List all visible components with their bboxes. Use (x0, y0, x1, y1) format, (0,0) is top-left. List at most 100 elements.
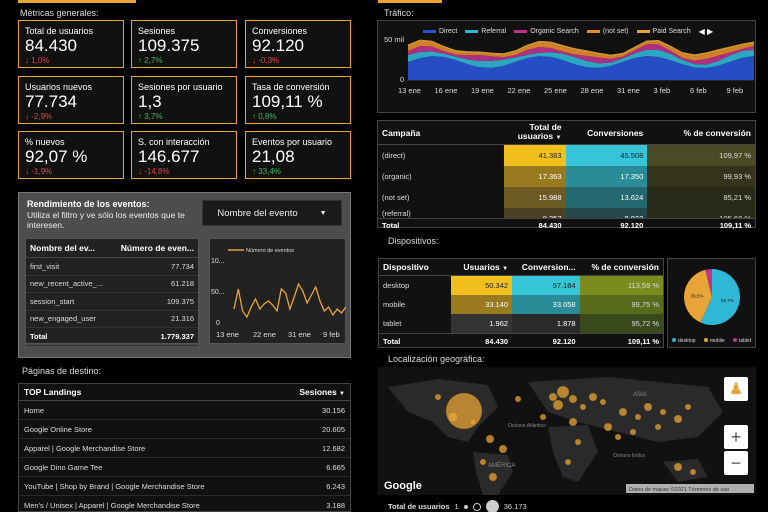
map-bubble[interactable] (684, 403, 692, 411)
campaign-users: 17.363 (503, 166, 566, 187)
col-users[interactable]: Usuarios ▼ (463, 262, 509, 272)
col-conversions[interactable]: Conversion... (521, 262, 576, 272)
table-row[interactable]: session_start 109.375 (26, 293, 198, 311)
table-row[interactable]: (referral) 8.357 8.832 105,68 % (378, 208, 755, 218)
table-row[interactable]: new_recent_active_... 61.218 (26, 276, 198, 293)
zoom-in-button[interactable]: + (724, 425, 748, 449)
traffic-title: Tráfico: (384, 8, 414, 18)
map-bubble[interactable] (469, 418, 477, 426)
table-row[interactable]: Google Online Store 20.605 (19, 420, 350, 439)
pegman-icon[interactable]: ♟ (724, 377, 748, 401)
geo-map[interactable]: ASIA AMÉRICA Océano Atlántico Océano Índ… (378, 367, 756, 495)
map-bubble[interactable] (574, 438, 582, 446)
total-label: Total (30, 331, 48, 341)
pie-slice-tablet[interactable] (705, 269, 712, 297)
metric-value: 92.120 (252, 36, 304, 55)
map-bubble[interactable] (445, 392, 483, 430)
map-bubble[interactable] (643, 402, 653, 412)
metric-label: Tasa de conversión (252, 82, 330, 92)
events-chart-legend: Número de eventos (246, 248, 294, 254)
col-conversion-rate[interactable]: % de conversión (591, 262, 660, 272)
table-row[interactable]: (not set) 15.988 13.624 85,21 % (378, 187, 755, 208)
map-bubble[interactable] (614, 433, 622, 441)
accent-bar (378, 0, 442, 3)
map-bubble[interactable] (588, 392, 598, 402)
map-bubble[interactable] (659, 408, 667, 416)
arrow-down-icon: ↓ (138, 167, 142, 176)
map-attribution[interactable]: Datos de mapas ©2021 Términos de uso (629, 486, 729, 493)
map-bubble[interactable] (556, 385, 570, 399)
x-tick: 22 ene (508, 86, 531, 95)
pie-legend-desktop: desktop (678, 338, 696, 344)
legend-organic[interactable]: Organic Search (514, 28, 579, 35)
accent-bar (18, 0, 136, 3)
map-bubble[interactable] (434, 393, 442, 401)
map-bubble[interactable] (599, 398, 607, 406)
sort-desc-icon: ▼ (339, 391, 345, 397)
map-bubble[interactable] (447, 411, 459, 423)
map-bubble[interactable] (552, 399, 564, 411)
map-bubble[interactable] (673, 414, 683, 424)
table-row[interactable]: YouTube | Shop by Brand | Google Merchan… (19, 477, 350, 496)
campaign-total-row: Total 84.430 92.120 109,11 % (378, 218, 755, 231)
col-total-users[interactable]: Total de usuarios ▼ (517, 122, 562, 141)
campaign-table: Campaña Total de usuarios ▼ Conversiones… (377, 120, 756, 231)
map-bubble[interactable] (568, 417, 578, 427)
legend-prev-next-icon[interactable]: ◀ ▶ (698, 27, 714, 36)
map-bubble[interactable] (579, 403, 587, 411)
zoom-out-button[interactable]: − (724, 451, 748, 475)
col-sessions[interactable]: Sesiones ▼ (299, 387, 345, 397)
col-device[interactable]: Dispositivo (383, 262, 429, 272)
map-bubble[interactable] (514, 395, 522, 403)
col-conversion-rate[interactable]: % de conversión (683, 127, 751, 138)
map-bubble[interactable] (485, 434, 495, 444)
campaign-header: Campaña Total de usuarios ▼ Conversiones… (378, 121, 755, 145)
metric-card: Total de usuarios 84.430 ↓ 1,0% (18, 20, 124, 68)
table-row[interactable]: (organic) 17.363 17.350 99,93 % (378, 166, 755, 187)
table-row[interactable]: desktop 50.342 57.184 113,59 % (379, 276, 664, 295)
pie-slice-mobile[interactable] (684, 269, 712, 323)
metric-label: % nuevos (25, 137, 65, 147)
table-row[interactable]: tablet 1.962 1.878 95,72 % (379, 314, 664, 333)
map-bubble[interactable] (539, 413, 547, 421)
map-bubble[interactable] (488, 472, 498, 482)
map-bubble[interactable] (629, 428, 637, 436)
col-campaign[interactable]: Campaña (382, 127, 421, 138)
col-event-name[interactable]: Nombre del ev... (30, 243, 96, 253)
metric-label: S. con interacción (138, 137, 210, 147)
map-bubble[interactable] (548, 392, 558, 402)
table-row[interactable]: (direct) 41.383 45.508 109,97 % (378, 145, 755, 166)
table-row[interactable]: Apparel | Google Merchandise Store 12.682 (19, 439, 350, 458)
legend-notset[interactable]: (not set) (586, 28, 629, 35)
metric-label: Sesiones por usuario (138, 82, 223, 92)
pie-slice-desktop[interactable] (700, 269, 740, 325)
geo-title: Localización geográfica: (388, 354, 485, 364)
map-bubble[interactable] (634, 413, 642, 421)
table-row[interactable]: Home 30.156 (19, 401, 350, 420)
event-name-filter[interactable]: Nombre del evento ▼ (202, 200, 342, 226)
table-row[interactable]: first_visit 77.734 (26, 258, 198, 276)
table-row[interactable]: new_engaged_user 21.316 (26, 311, 198, 328)
devices-table: Dispositivo Usuarios ▼ Conversion... % d… (378, 258, 664, 348)
map-bubble[interactable] (673, 462, 683, 472)
legend-referral[interactable]: Referral (465, 28, 506, 35)
device-rate: 95,72 % (579, 314, 664, 333)
map-bubble[interactable] (568, 394, 578, 404)
col-conversions[interactable]: Conversiones (587, 127, 644, 138)
map-bubble[interactable] (479, 458, 487, 466)
y-tick: 0 (400, 75, 404, 84)
legend-paid[interactable]: Paid Search (636, 28, 691, 35)
map-bubble[interactable] (618, 407, 628, 417)
legend-direct[interactable]: Direct (423, 28, 457, 35)
map-bubble[interactable] (564, 458, 572, 466)
table-row[interactable]: Men's / Unisex | Apparel | Google Mercha… (19, 496, 350, 512)
table-row[interactable]: Google Dino Game Tee 6.665 (19, 458, 350, 477)
map-bubble[interactable] (603, 422, 613, 432)
col-top-landings[interactable]: TOP Landings (24, 387, 82, 397)
map-bubble[interactable] (498, 444, 508, 454)
device-users: 33.140 (450, 295, 513, 314)
col-event-count[interactable]: Número de even... (120, 243, 194, 253)
map-bubble[interactable] (689, 468, 697, 476)
map-bubble[interactable] (654, 423, 662, 431)
table-row[interactable]: mobile 33.140 33.058 99,75 % (379, 295, 664, 314)
